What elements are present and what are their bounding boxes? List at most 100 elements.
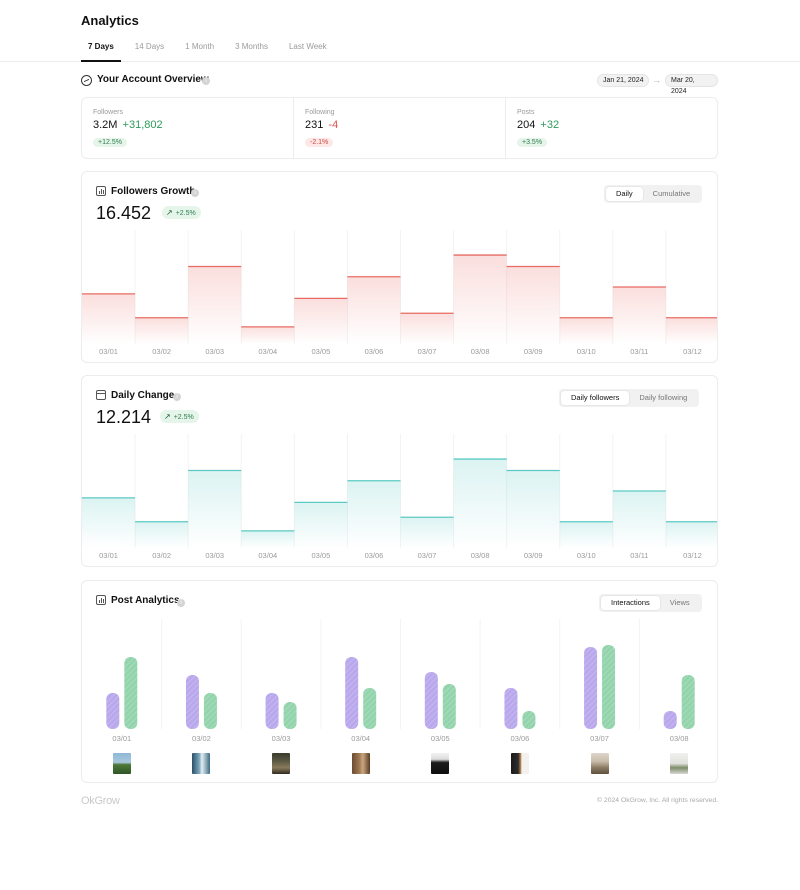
tab-last-week[interactable]: Last Week xyxy=(288,42,327,51)
x-tick-label: 03/04 xyxy=(258,347,277,356)
window-thumb[interactable] xyxy=(510,753,529,774)
x-tick-label: 03/12 xyxy=(683,551,702,560)
stat-value: 204 xyxy=(517,119,536,131)
bar-fill xyxy=(400,517,454,548)
x-tick-label: 03/12 xyxy=(683,347,702,356)
bar-chart-icon xyxy=(96,595,106,605)
followers-growth-card: Followers Growth i 16.452 ↗ +2.5% Daily C… xyxy=(81,171,718,363)
x-tick-label: 03/07 xyxy=(418,347,437,356)
stat-badge: -2.1% xyxy=(305,138,334,147)
post-analytics-card: Post Analytics i Interactions Views 03/0… xyxy=(81,580,718,783)
post-analytics-chart: 03/01 03/02 03/03 03/04 03/05 03/06 03/07 03/08 xyxy=(106,619,695,743)
x-tick-label: 03/03 xyxy=(205,551,224,560)
x-tick-label: 03/02 xyxy=(152,347,171,356)
views-bar xyxy=(681,675,695,729)
account-stats-card: Followers 3.2M +31,802 +12.5% Following … xyxy=(81,97,718,159)
card-title: Daily Change xyxy=(111,390,175,401)
card-title: Followers Growth xyxy=(111,186,196,197)
bar-fill xyxy=(612,491,666,548)
x-tick-label: 03/03 xyxy=(272,734,291,743)
toggle-daily[interactable]: Daily xyxy=(606,187,643,201)
bar-fill xyxy=(453,255,507,344)
x-tick-label: 03/05 xyxy=(311,347,330,356)
views-bar xyxy=(124,657,138,729)
bar-fill xyxy=(82,497,136,548)
daily-change-value: 12.214 xyxy=(96,407,152,427)
date-from-picker[interactable]: Jan 21, 2024 xyxy=(597,74,650,87)
arrow-right-icon: → xyxy=(652,75,661,85)
room-thumb[interactable] xyxy=(590,753,609,774)
trend-icon xyxy=(81,75,92,86)
stat-badge: +12.5% xyxy=(93,138,127,147)
followers-growth-value: 16.452 xyxy=(96,203,152,223)
bar-fill xyxy=(135,317,189,344)
post-analytics-toggle: Interactions Views xyxy=(599,594,702,612)
views-bar xyxy=(203,693,217,729)
bar-fill xyxy=(294,502,348,548)
change-badge: ↗ +2.5% xyxy=(160,410,199,423)
overview-title: Your Account Overview xyxy=(97,74,209,85)
toggle-views[interactable]: Views xyxy=(669,598,690,607)
stat-value: 3.2M xyxy=(93,119,118,131)
tab-7-days[interactable]: 7 Days xyxy=(81,36,121,62)
x-tick-label: 03/03 xyxy=(205,347,224,356)
stat-label: Following xyxy=(305,109,335,116)
toggle-daily-followers[interactable]: Daily followers xyxy=(561,391,630,405)
bar-fill xyxy=(294,298,348,344)
bar-fill xyxy=(612,287,666,344)
bar-fill xyxy=(400,313,454,344)
views-bar xyxy=(363,688,377,729)
followers-growth-toggle: Daily Cumulative xyxy=(604,185,703,203)
bar-chart-icon xyxy=(96,186,106,196)
bar-fill xyxy=(453,459,507,548)
interactions-bar xyxy=(265,693,279,729)
tab-14-days[interactable]: 14 Days xyxy=(134,42,165,51)
bar-fill xyxy=(665,317,717,344)
toggle-cumulative[interactable]: Cumulative xyxy=(652,189,691,198)
account-overview-header: Your Account Overview i Jan 21, 2024 → M… xyxy=(81,74,718,95)
x-tick-label: 03/05 xyxy=(311,551,330,560)
stat-label: Followers xyxy=(93,109,123,116)
bar-fill xyxy=(188,470,242,548)
bar-fill xyxy=(241,530,295,548)
date-to-picker[interactable]: Mar 20, 2024 xyxy=(665,74,718,95)
x-tick-label: 03/08 xyxy=(471,551,490,560)
bar-fill xyxy=(135,521,189,548)
waterfall-thumb[interactable] xyxy=(192,753,211,774)
toggle-daily-following[interactable]: Daily following xyxy=(639,393,688,402)
landscape-thumb[interactable] xyxy=(112,753,131,774)
doorway-thumb[interactable] xyxy=(351,753,370,774)
x-tick-label: 03/08 xyxy=(471,347,490,356)
bar-fill xyxy=(188,266,242,344)
forest-thumb[interactable] xyxy=(272,753,291,774)
stat-badge: +3.5% xyxy=(517,138,548,147)
info-icon[interactable]: i xyxy=(173,393,181,401)
x-tick-label: 03/04 xyxy=(258,551,277,560)
info-icon[interactable]: i xyxy=(177,599,185,607)
plant-thumb[interactable] xyxy=(670,753,689,774)
stat-delta: +32 xyxy=(540,119,560,131)
bar-fill xyxy=(347,276,401,344)
post-thumbnails xyxy=(82,753,717,775)
tab-1-month[interactable]: 1 Month xyxy=(185,42,215,51)
calendar-icon xyxy=(96,390,106,400)
interactions-bar xyxy=(504,688,518,729)
stat-delta: +31,802 xyxy=(122,119,163,131)
x-tick-label: 03/10 xyxy=(577,347,596,356)
followers-growth-chart: 03/01 03/02 03/03 03/04 03/05 03/06 03/07 03/08… xyxy=(82,230,717,356)
info-icon[interactable]: i xyxy=(191,189,199,197)
interior-dark-thumb[interactable] xyxy=(431,753,450,774)
stat-following: Following 231 -4 -2.1% xyxy=(294,98,506,158)
footer-logo: OkGrow xyxy=(81,795,120,807)
bar-fill xyxy=(506,470,560,548)
x-tick-label: 03/10 xyxy=(577,551,596,560)
toggle-interactions[interactable]: Interactions xyxy=(601,596,660,610)
x-tick-label: 03/11 xyxy=(630,347,648,356)
interactions-bar xyxy=(424,672,438,729)
page-header: Analytics 7 Days 14 Days 1 Month 3 Month… xyxy=(0,0,800,62)
footer-copyright: © 2024 OkGrow, Inc. All rights reserved. xyxy=(597,797,718,804)
x-tick-label: 03/06 xyxy=(365,551,384,560)
info-icon[interactable]: i xyxy=(202,77,210,85)
tab-3-months[interactable]: 3 Months xyxy=(235,42,268,51)
stat-followers: Followers 3.2M +31,802 +12.5% xyxy=(82,98,294,158)
